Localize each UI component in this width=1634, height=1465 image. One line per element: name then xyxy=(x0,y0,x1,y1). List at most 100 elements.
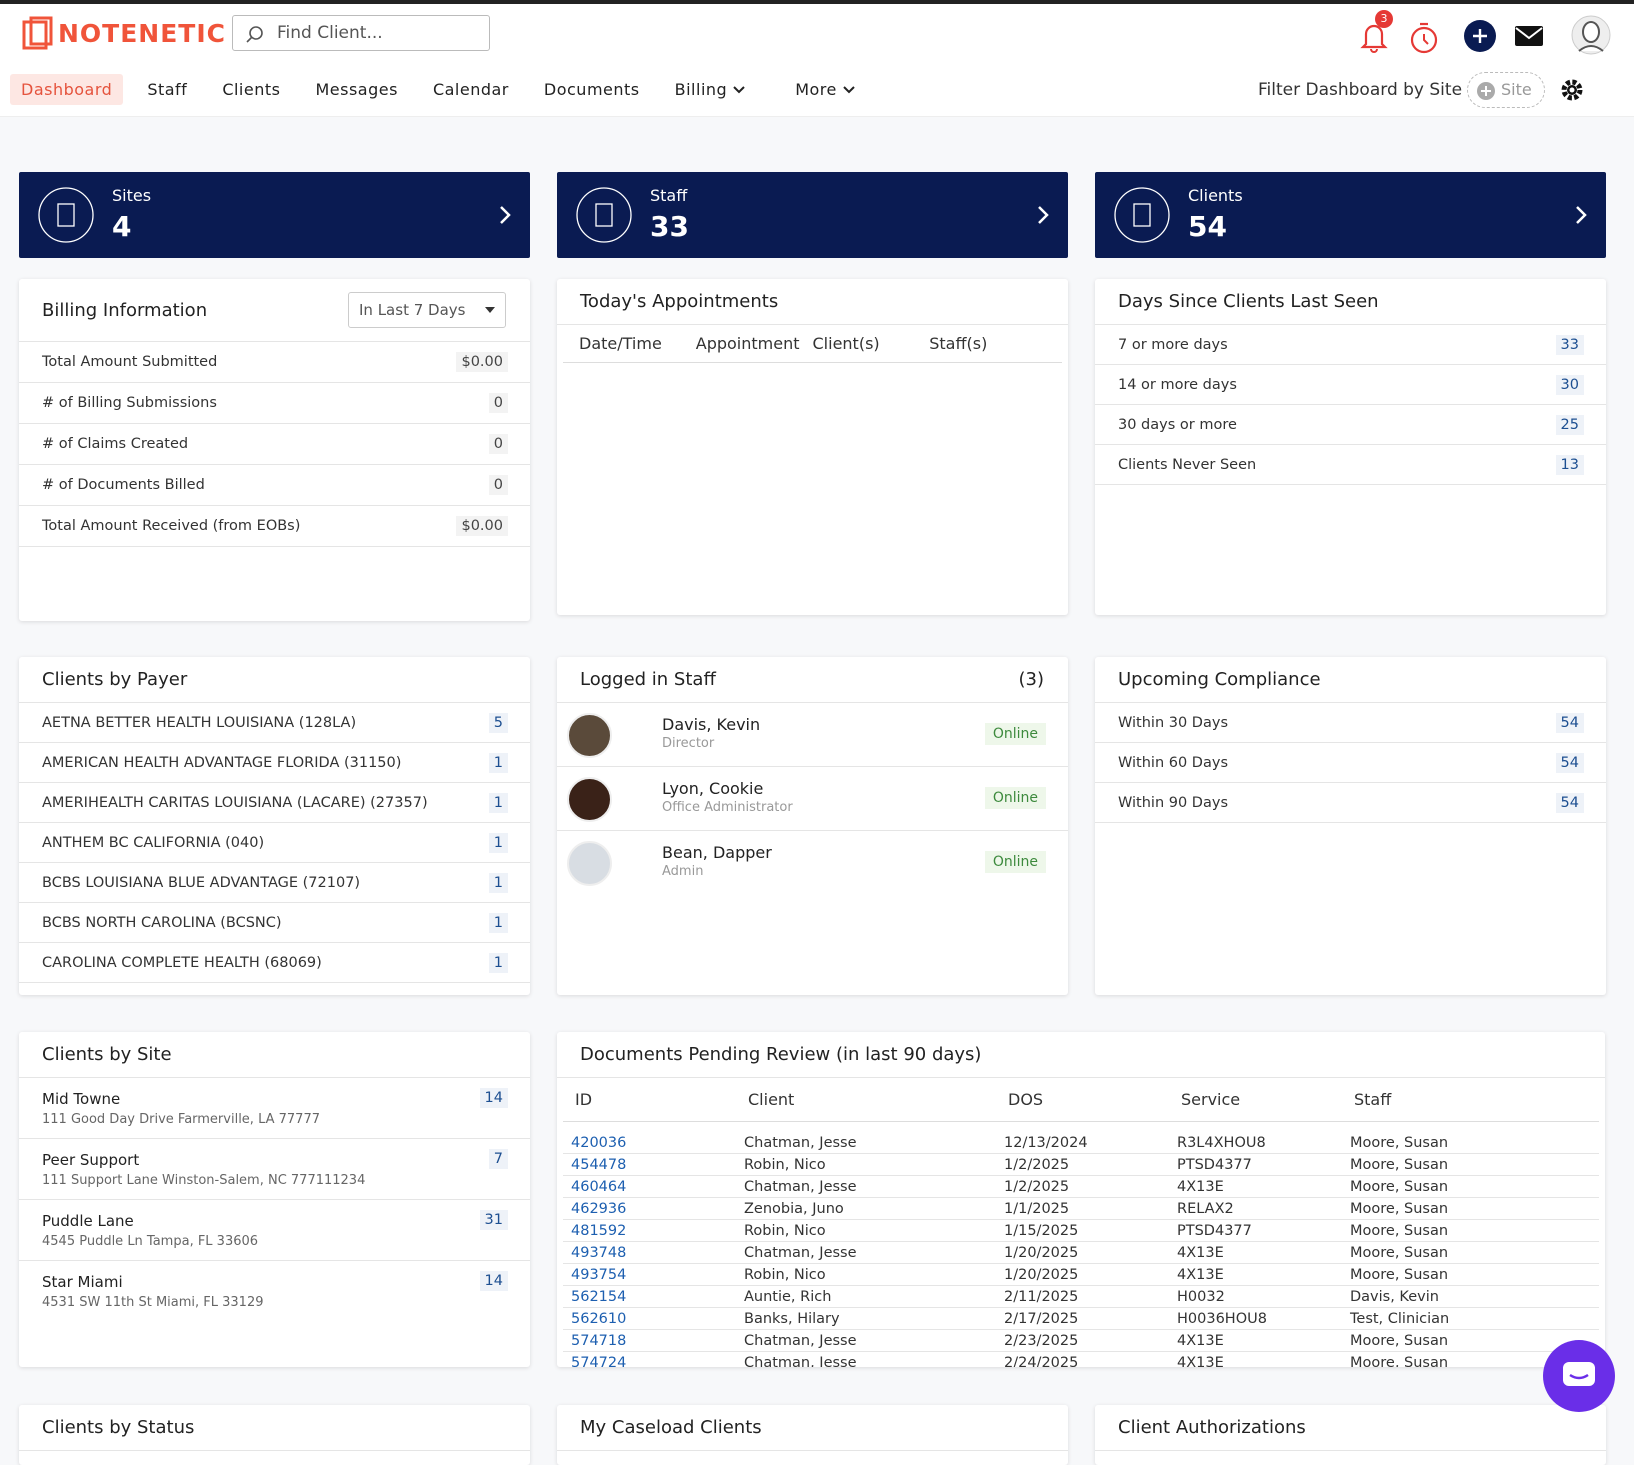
compliance-panel: Upcoming Compliance Within 30 Days 54 Withi… xyxy=(1095,657,1606,995)
document-cell: 4X13E xyxy=(1177,1332,1224,1349)
document-row: 462936 Zenobia, Juno 1/1/2025 RELAX2 Moore, … xyxy=(563,1198,1599,1220)
row-count[interactable]: 54 xyxy=(1555,792,1584,813)
panel-header: My Caseload Clients xyxy=(557,1405,1068,1451)
chevron xyxy=(733,86,745,94)
nav-item[interactable]: Documents xyxy=(533,74,651,105)
document-id[interactable]: 454478 xyxy=(571,1156,627,1173)
document-id[interactable]: 574718 xyxy=(571,1332,627,1349)
document-id[interactable]: 562154 xyxy=(571,1288,627,1305)
settings-icon[interactable] xyxy=(1560,78,1584,102)
panel-header: Client Authorizations xyxy=(1095,1405,1606,1451)
document-cell: Moore, Susan xyxy=(1350,1222,1449,1239)
row-count[interactable]: 30 xyxy=(1555,374,1584,395)
row-count[interactable]: 1 xyxy=(488,872,508,893)
document-id[interactable]: 574724 xyxy=(571,1354,627,1368)
staff-status: Online xyxy=(984,851,1046,873)
nav-item[interactable]: Calendar xyxy=(422,74,520,105)
column-header: Client xyxy=(748,1090,795,1109)
stat-card[interactable]: Sites 4 xyxy=(19,172,530,258)
list-row: Within 60 Days 54 xyxy=(1095,743,1606,783)
document-id[interactable]: 460464 xyxy=(571,1178,627,1195)
stat-card[interactable]: Clients 54 xyxy=(1095,172,1606,258)
column-header: Client(s) xyxy=(812,334,880,353)
document-cell: H0032 xyxy=(1177,1288,1225,1305)
document-id[interactable]: 420036 xyxy=(571,1134,627,1151)
row-count[interactable]: 5 xyxy=(488,712,508,733)
chat-button[interactable] xyxy=(1543,1340,1615,1412)
document-cell: Moore, Susan xyxy=(1350,1354,1449,1368)
appointments-panel: Today's Appointments Date/Time Appointment… xyxy=(557,279,1068,615)
bell-icon[interactable] xyxy=(1358,18,1390,54)
row-label: # of Documents Billed xyxy=(42,477,205,493)
row-label: AMERICAN HEALTH ADVANTAGE FLORIDA (31150… xyxy=(42,754,402,771)
row-count[interactable]: 1 xyxy=(488,752,508,773)
nav-item[interactable]: Billing xyxy=(664,74,758,105)
document-id[interactable]: 493754 xyxy=(571,1266,627,1283)
row-count[interactable]: 54 xyxy=(1555,712,1584,733)
row-count[interactable]: 1 xyxy=(488,952,508,973)
row-label: # of Claims Created xyxy=(42,436,189,452)
list-row: 7 or more days 33 xyxy=(1095,325,1606,365)
row-count[interactable]: 33 xyxy=(1555,334,1584,355)
document-id[interactable]: 493748 xyxy=(571,1244,627,1261)
period-select[interactable]: In Last 7 Days xyxy=(348,292,506,328)
document-cell: Chatman, Jesse xyxy=(744,1332,857,1349)
row-count[interactable]: 25 xyxy=(1555,414,1584,435)
nav-label: Dashboard xyxy=(21,80,113,99)
list-row: ANTHEM BC CALIFORNIA (040) 1 xyxy=(19,823,530,863)
table-header: ID Client DOS Service Staff xyxy=(563,1078,1599,1122)
panel-title: Documents Pending Review (in last 90 day… xyxy=(580,1044,982,1065)
column-header: Date/Time xyxy=(579,334,662,353)
row-count[interactable]: 54 xyxy=(1555,752,1584,773)
nav-item[interactable]: Staff xyxy=(136,74,198,105)
add-icon[interactable] xyxy=(1463,19,1497,53)
document-id[interactable]: 562610 xyxy=(571,1310,627,1327)
row-count[interactable]: 1 xyxy=(488,832,508,853)
document-cell: 2/24/2025 xyxy=(1004,1354,1079,1368)
row-value: 0 xyxy=(488,475,508,495)
site-count[interactable]: 14 xyxy=(479,1271,508,1291)
site-filter[interactable]: Site xyxy=(1467,72,1545,108)
site-name: Star Miami xyxy=(42,1273,123,1291)
mail-icon[interactable] xyxy=(1514,24,1544,48)
row-count[interactable]: 1 xyxy=(488,912,508,933)
row-count[interactable]: 1 xyxy=(488,792,508,813)
document-id[interactable]: 481592 xyxy=(571,1222,627,1239)
document-cell: 4X13E xyxy=(1177,1266,1224,1283)
row-label: 14 or more days xyxy=(1118,376,1237,393)
top-rule xyxy=(0,0,1634,4)
row-label: Within 30 Days xyxy=(1118,714,1228,731)
card-arrow xyxy=(1038,206,1049,224)
logo[interactable]: NOTENETIC xyxy=(58,19,227,48)
document-cell: PTSD4377 xyxy=(1177,1222,1252,1239)
staff-role: Director xyxy=(662,736,715,751)
user-avatar[interactable] xyxy=(1571,15,1611,55)
document-cell: Moore, Susan xyxy=(1350,1134,1449,1151)
search-box[interactable]: Find Client... xyxy=(232,15,490,51)
document-row: 493754 Robin, Nico 1/20/2025 4X13E Moore, Su… xyxy=(563,1264,1599,1286)
site-count[interactable]: 7 xyxy=(488,1149,508,1169)
nav-item[interactable]: Messages xyxy=(304,74,408,105)
billing-panel: Billing Information In Last 7 Days Total A… xyxy=(19,279,530,621)
row-count[interactable]: 13 xyxy=(1555,454,1584,475)
nav-item[interactable]: Dashboard xyxy=(10,74,124,105)
nav-item[interactable]: More xyxy=(784,74,867,105)
site-count[interactable]: 14 xyxy=(479,1088,508,1108)
site-count[interactable]: 31 xyxy=(479,1210,508,1230)
list-row: AMERICAN HEALTH ADVANTAGE FLORIDA (31150… xyxy=(19,743,530,783)
billing-row: # of Documents Billed 0 xyxy=(19,465,530,506)
stat-card[interactable]: Staff 33 xyxy=(557,172,1068,258)
staff-role: Office Administrator xyxy=(662,800,793,815)
documents-panel: Documents Pending Review (in last 90 day… xyxy=(557,1032,1605,1367)
document-cell: Chatman, Jesse xyxy=(744,1178,857,1195)
card-value: 33 xyxy=(650,210,689,243)
list-row: BCBS LOUISIANA BLUE ADVANTAGE (72107) 1 xyxy=(19,863,530,903)
card-icon xyxy=(576,187,632,243)
staff-avatar xyxy=(567,841,612,886)
timer-icon[interactable] xyxy=(1408,20,1442,56)
nav-item[interactable]: Clients xyxy=(211,74,291,105)
document-row: 574724 Chatman, Jesse 2/24/2025 4X13E Moore,… xyxy=(563,1352,1599,1368)
staff-avatar xyxy=(567,713,612,758)
document-id[interactable]: 462936 xyxy=(571,1200,627,1217)
